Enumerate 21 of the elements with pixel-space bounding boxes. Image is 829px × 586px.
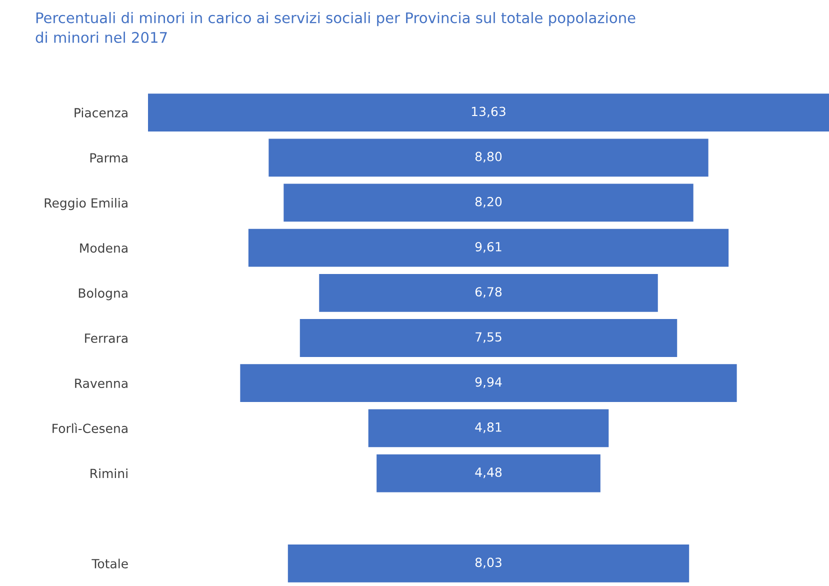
data-label: 9,61 <box>475 242 502 253</box>
data-label: 4,48 <box>475 467 502 478</box>
data-label: 6,78 <box>475 287 502 298</box>
category-label: Ferrara <box>85 334 128 343</box>
data-label: 4,81 <box>475 422 502 434</box>
data-label: 8,80 <box>475 152 502 163</box>
data-label: 8,03 <box>475 558 502 568</box>
data-label: 7,55 <box>476 332 502 343</box>
category-label: Forlì-Cesena <box>52 422 128 434</box>
category-label: Ravenna <box>75 378 128 388</box>
category-label: Rimini <box>90 468 128 478</box>
category-label: Totale <box>92 558 128 568</box>
category-label: Reggio Emilia <box>44 198 128 210</box>
data-label: 9,94 <box>475 377 502 388</box>
category-label: Bologna <box>78 288 128 300</box>
category-label: Piacenza <box>74 108 128 118</box>
category-label: Parma <box>90 153 128 163</box>
data-label: 8,20 <box>475 196 502 208</box>
category-label: Modena <box>80 243 128 253</box>
text: Percentuali di minori in carico ai servizi sociali per Provincia sul totale popolazione di minori nel 2017 <box>36 12 636 43</box>
data-label: 13,63 <box>472 106 506 118</box>
